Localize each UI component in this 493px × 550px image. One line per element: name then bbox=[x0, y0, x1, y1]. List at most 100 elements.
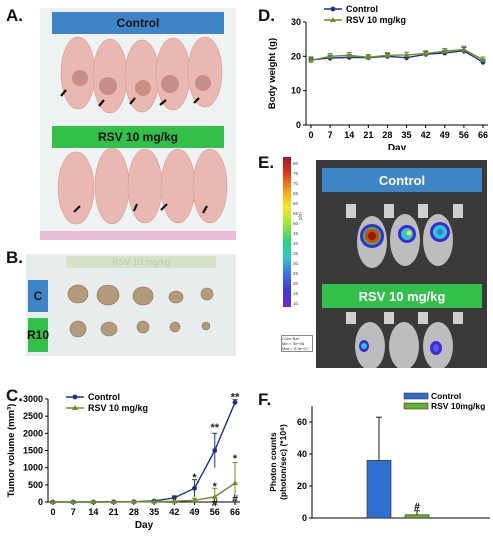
y-tick-label: 30 bbox=[291, 17, 301, 27]
y-tick-label: 500 bbox=[28, 480, 43, 490]
colorbar-tick-label: 15 bbox=[293, 291, 299, 296]
data-point-rsv bbox=[232, 480, 238, 486]
x-tick-label: 7 bbox=[71, 507, 76, 517]
x-tick-label: 66 bbox=[478, 130, 488, 140]
x-tick-label: 21 bbox=[109, 507, 119, 517]
colorbar-unit: p/s² bbox=[298, 211, 305, 221]
x-tick-label: 56 bbox=[459, 130, 469, 140]
x-tick-label: 14 bbox=[344, 130, 354, 140]
panel-a-control-label: Control bbox=[52, 12, 224, 34]
y-tick-label: 1000 bbox=[23, 463, 43, 473]
data-point-rsv bbox=[130, 498, 137, 504]
legend-label: RSV 10mg/kg bbox=[431, 401, 485, 411]
colorbar-tick-label: 60 bbox=[293, 201, 299, 206]
tumors-illustration bbox=[67, 284, 214, 338]
panel-letter-d: D. bbox=[258, 6, 275, 25]
x-tick-label: 28 bbox=[382, 130, 392, 140]
data-point-rsv bbox=[110, 499, 117, 504]
colorbar-tick-label: 75 bbox=[293, 171, 299, 176]
series-line-control bbox=[53, 402, 236, 503]
colorbar-caption-max: Max = 8.5e+07 bbox=[282, 346, 309, 351]
data-point-rsv bbox=[365, 54, 372, 60]
colorbar-tick-label: 30 bbox=[293, 261, 299, 266]
colorbar-tick-label: 20 bbox=[293, 281, 299, 286]
x-tick-label: 56 bbox=[210, 507, 220, 517]
x-tick-label: 35 bbox=[149, 507, 159, 517]
colorbar-tick-label: 80 bbox=[293, 161, 299, 166]
legend-marker bbox=[72, 405, 78, 410]
y-tick-label: 20 bbox=[291, 51, 301, 61]
data-point-control bbox=[232, 400, 238, 405]
row-label-control: C bbox=[28, 280, 48, 312]
data-point-rsv bbox=[346, 52, 353, 58]
x-axis-label: Day bbox=[388, 143, 407, 150]
legend-label: RSV 10 mg/kg bbox=[88, 403, 148, 413]
legend-label: Control bbox=[431, 392, 461, 401]
data-point-rsv bbox=[403, 51, 410, 57]
data-point-rsv bbox=[308, 57, 314, 63]
ruler: RSV 10 mg/kg bbox=[66, 256, 216, 268]
panel-letter-f: F. bbox=[258, 390, 272, 409]
y-tick-label: 10 bbox=[291, 86, 301, 96]
data-point-rsv bbox=[422, 50, 429, 56]
x-tick-label: 28 bbox=[129, 507, 139, 517]
colorbar-tick-label: 35 bbox=[293, 251, 299, 256]
data-point-rsv bbox=[50, 499, 56, 504]
legend-swatch bbox=[403, 402, 429, 410]
legend-marker bbox=[72, 394, 78, 400]
ivis-rsv-label: RSV 10 mg/kg bbox=[322, 284, 482, 308]
y-tick-label: 20 bbox=[297, 481, 307, 491]
y-tick-label: 0 bbox=[302, 513, 307, 523]
data-point-rsv bbox=[384, 52, 391, 58]
panel-a-mice-photo: Control RSV 10 mg/kg bbox=[40, 8, 236, 240]
y-axis-label-line2: (photon/sec) (*10⁸) bbox=[278, 424, 288, 500]
y-axis-label: Photon counts(photon/sec) (*10⁸) bbox=[268, 424, 288, 500]
significance-marker: ** bbox=[231, 391, 240, 403]
ivis-control-label: Control bbox=[322, 168, 482, 192]
ivis-mice-illustration bbox=[346, 204, 463, 368]
data-point-control bbox=[192, 485, 197, 491]
colorbar-caption: Color Bar Min = 5e+06 Max = 8.5e+07 bbox=[281, 335, 313, 352]
colorbar-tick-label: 70 bbox=[293, 181, 299, 186]
bar-control bbox=[366, 460, 392, 519]
significance-marker: # bbox=[232, 493, 238, 505]
y-tick-label: 40 bbox=[297, 449, 307, 459]
row-label-r10: R10 bbox=[27, 318, 49, 352]
data-point-rsv bbox=[70, 499, 77, 504]
x-tick-label: 0 bbox=[308, 130, 313, 140]
x-tick-label: 49 bbox=[190, 507, 200, 517]
legend-marker bbox=[330, 6, 336, 12]
x-tick-label: 42 bbox=[169, 507, 179, 517]
colorbar-tick-label: 55 bbox=[293, 211, 299, 216]
y-tick-label: 2000 bbox=[23, 428, 43, 438]
significance-marker: * bbox=[192, 472, 197, 484]
x-tick-label: 42 bbox=[421, 130, 431, 140]
data-point-rsv bbox=[211, 493, 218, 499]
colorbar-tick-label: 25 bbox=[293, 271, 299, 276]
significance-marker: # bbox=[212, 498, 218, 510]
legend-swatch bbox=[403, 392, 429, 400]
colorbar-gradient bbox=[283, 157, 291, 307]
colorbar-tick-label: 45 bbox=[293, 231, 299, 236]
panel-letter-a: A. bbox=[6, 6, 23, 25]
colorbar-caption-min: Min = 5e+06 bbox=[282, 341, 305, 346]
legend-label: RSV 10 mg/kg bbox=[346, 15, 406, 25]
x-tick-label: 49 bbox=[440, 130, 450, 140]
x-tick-label: 21 bbox=[363, 130, 373, 140]
x-tick-label: 35 bbox=[402, 130, 412, 140]
chart-photon-counts: 0 20 40 60 Photon counts(photon/sec) (*10⁸) #… bbox=[268, 392, 490, 523]
y-tick-label: 60 bbox=[297, 417, 307, 427]
data-point-rsv bbox=[441, 48, 448, 54]
y-axis-label-line1: Photon counts bbox=[268, 432, 278, 492]
x-tick-label: 0 bbox=[50, 507, 55, 517]
y-axis-label: Body weight (g) bbox=[267, 38, 278, 109]
x-tick-label: 7 bbox=[328, 130, 333, 140]
y-tick-label: 0 bbox=[296, 120, 301, 130]
legend-label: Control bbox=[346, 4, 378, 14]
y-tick-label: 2500 bbox=[23, 411, 43, 421]
y-tick-label: 1500 bbox=[23, 446, 43, 456]
significance-marker: * bbox=[213, 481, 218, 493]
x-tick-label: 66 bbox=[230, 507, 240, 517]
data-point-rsv bbox=[171, 498, 178, 504]
mice-illustration bbox=[40, 36, 236, 240]
